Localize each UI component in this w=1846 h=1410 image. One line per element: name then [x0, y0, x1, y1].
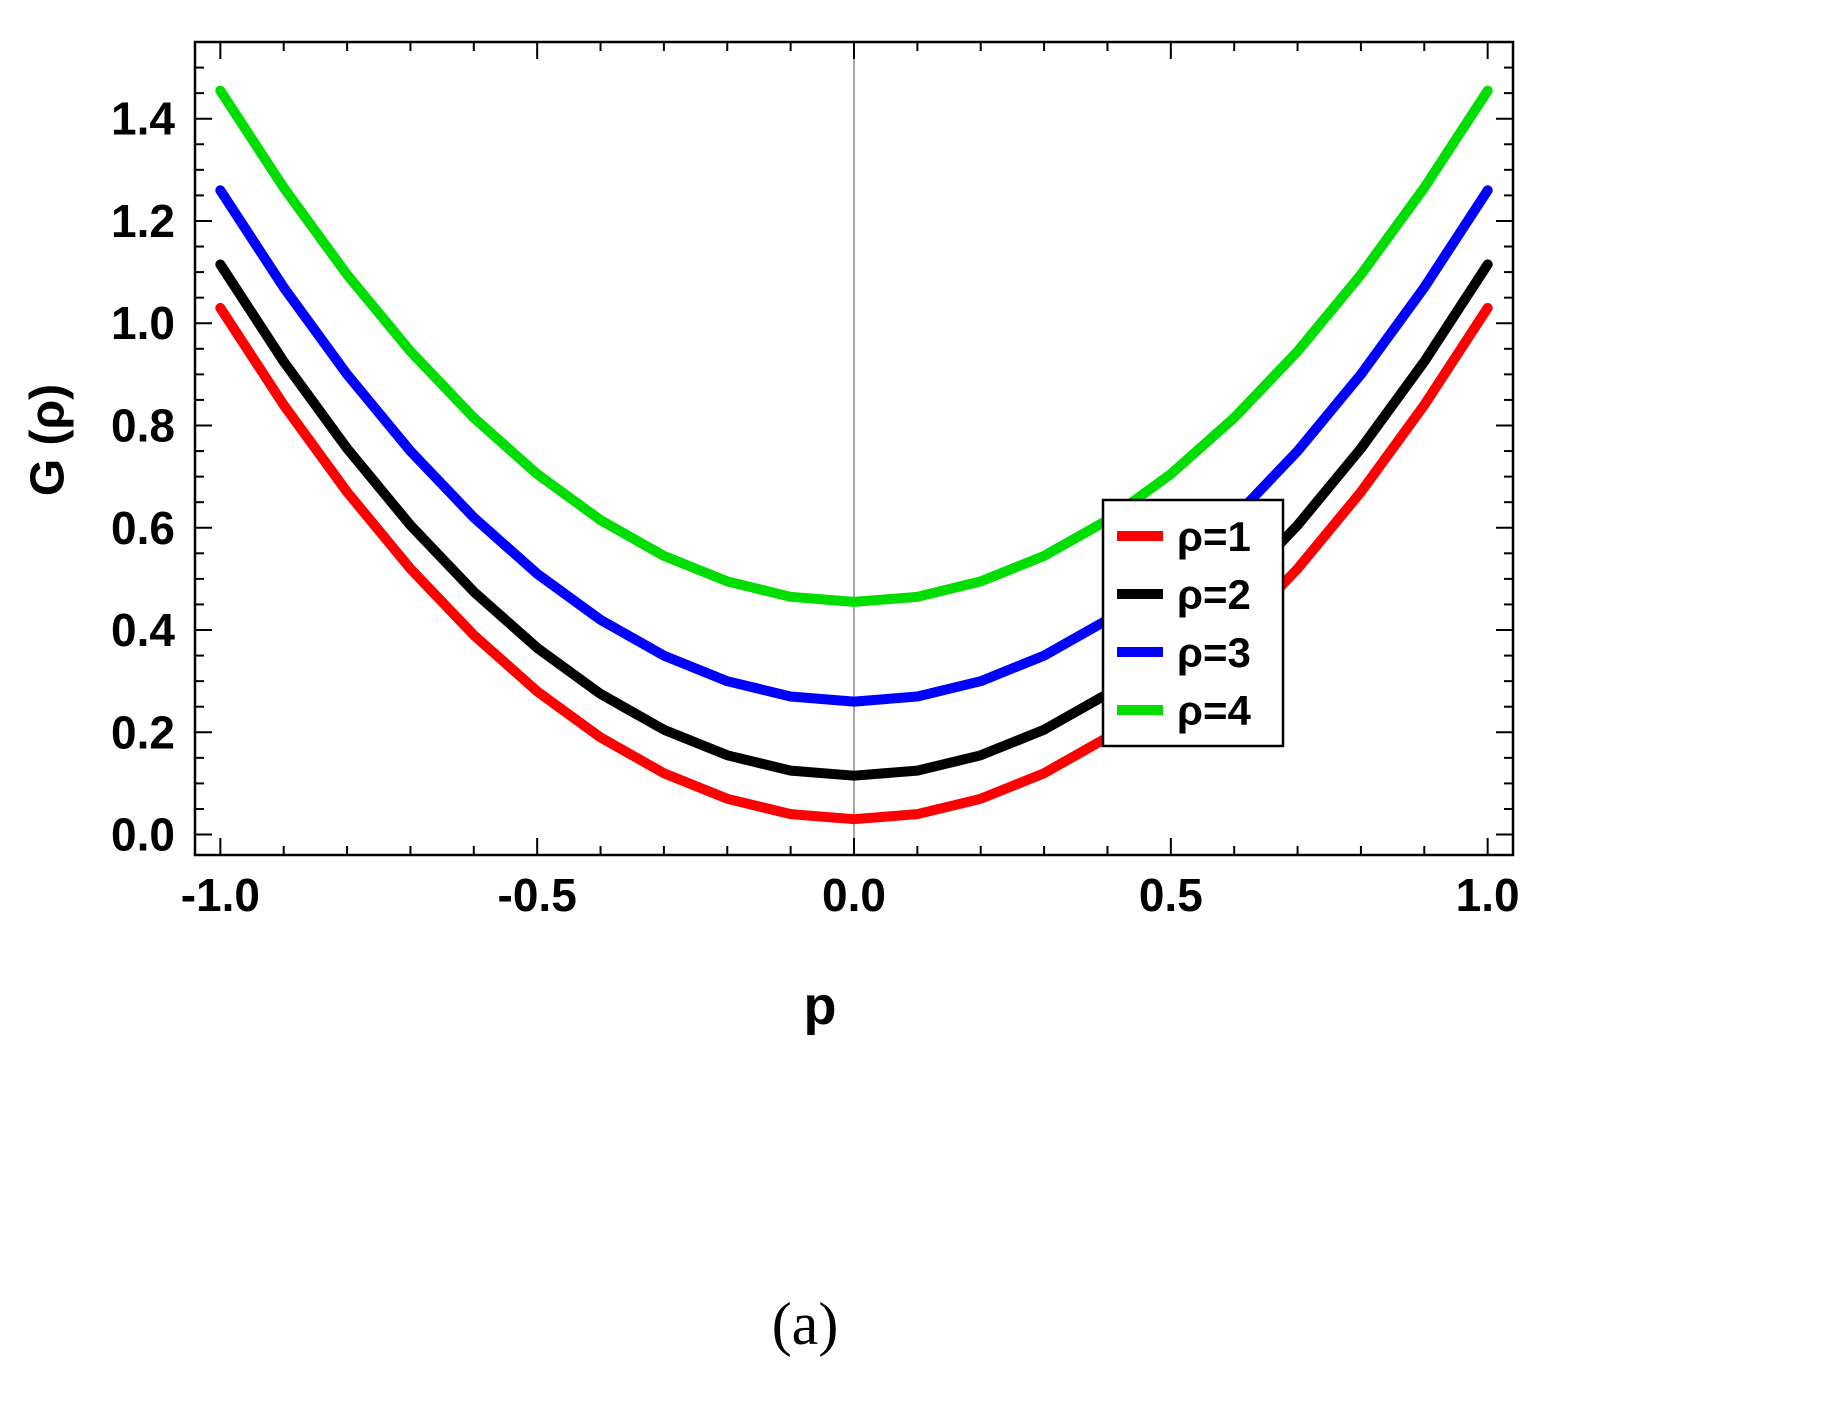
x-tick-label: -1.0	[181, 869, 260, 921]
x-tick-label: 1.0	[1456, 869, 1520, 921]
y-tick-label: 0.0	[111, 809, 175, 861]
x-tick-label: -0.5	[498, 869, 577, 921]
legend-label-1: ρ=1	[1177, 513, 1251, 560]
x-tick-label: 0.5	[1139, 869, 1203, 921]
y-tick-label: 0.4	[111, 604, 175, 656]
x-axis-label: p	[803, 976, 837, 1036]
y-tick-label: 0.8	[111, 399, 175, 451]
y-tick-label: 1.4	[111, 93, 175, 145]
series-line-3	[215, 185, 1493, 707]
legend: ρ=1 ρ=2 ρ=3 ρ=4	[1101, 498, 1285, 748]
y-tick-label: 1.2	[111, 195, 175, 247]
figure-caption: (a)	[771, 1291, 839, 1357]
y-tick-label: 0.2	[111, 706, 175, 758]
legend-label-4: ρ=4	[1177, 687, 1252, 734]
legend-label-3: ρ=3	[1177, 629, 1251, 676]
y-axis-label: G (ρ)	[21, 383, 75, 497]
legend-label-2: ρ=2	[1177, 571, 1251, 618]
series-line-4	[215, 85, 1493, 607]
x-tick-label: 0.0	[822, 869, 886, 921]
y-tick-label: 0.6	[111, 502, 175, 554]
y-tick-label: 1.0	[111, 297, 175, 349]
